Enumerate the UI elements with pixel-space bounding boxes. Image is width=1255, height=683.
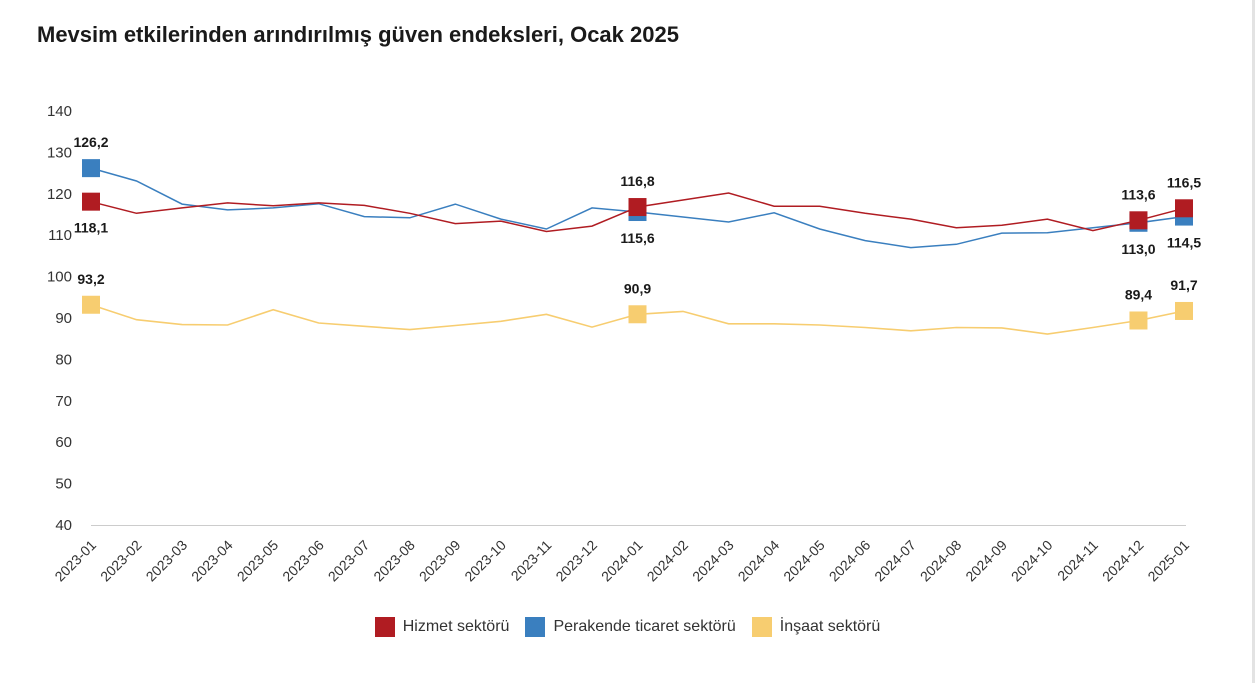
y-tick-label: 130 [47,144,72,161]
right-scroll-edge [1252,0,1255,683]
data-label: 90,9 [624,280,651,296]
y-tick-label: 40 [55,517,72,534]
legend-item-insaat[interactable]: İnşaat sektörü [751,617,881,637]
legend-swatch-insaat [751,617,772,637]
x-tick-label: 2023-03 [143,537,191,585]
data-label: 91,7 [1170,277,1197,293]
legend-item-hizmet[interactable]: Hizmet sektörü [374,617,510,637]
series-marker-2 [1129,311,1148,330]
x-tick-label: 2024-09 [962,537,1010,585]
data-label: 93,2 [77,271,104,287]
legend-label-insaat: İnşaat sektörü [779,618,881,635]
legend-item-perakende[interactable]: Perakende ticaret sektörü [525,617,736,637]
series-marker-0 [628,198,647,217]
data-label: 89,4 [1125,286,1152,302]
legend-swatch-perakende [525,617,546,637]
series-marker-2 [628,305,647,324]
series-marker-1 [82,159,100,178]
x-tick-label: 2024-10 [1008,537,1056,585]
x-tick-label: 2023-07 [325,537,373,585]
chart-title: Mevsim etkilerinden arındırılmış güven e… [37,22,679,47]
x-tick-label: 2023-02 [97,537,145,585]
y-axis: 40 50 60 70 80 90 100 110 120 130 140 [47,103,72,534]
series-marker-0 [1175,199,1193,218]
x-tick-label: 2024-04 [735,537,783,585]
x-tick-label: 2024-01 [598,537,646,585]
data-label: 114,5 [1167,235,1201,251]
x-tick-label: 2023-06 [279,537,327,585]
x-tick-label: 2023-11 [508,537,555,584]
x-tick-label: 2023-04 [188,537,236,585]
x-tick-label: 2024-02 [644,537,692,585]
x-tick-label: 2024-07 [871,537,919,585]
data-label: 116,5 [1167,174,1201,190]
x-tick-label: 2023-09 [416,537,464,585]
x-tick-label: 2023-08 [370,537,418,585]
y-tick-label: 90 [55,310,72,327]
x-tick-label: 2024-03 [689,537,737,585]
x-tick-label: 2023-10 [461,537,509,585]
y-tick-label: 60 [55,434,72,451]
y-tick-label: 140 [47,103,72,120]
data-label: 115,6 [620,230,654,246]
series-marker-2 [82,295,100,314]
x-tick-label: 2025-01 [1144,537,1192,585]
y-tick-label: 50 [55,476,72,493]
x-tick-label: 2024-05 [780,537,828,585]
data-label: 126,2 [73,134,108,150]
x-tick-label: 2023-05 [234,537,282,585]
data-label: 116,8 [620,173,654,189]
data-labels: 118,1 116,8 113,6 116,5 126,2 115,6 113,0 114,5… [73,134,1201,302]
y-tick-label: 100 [47,269,72,286]
series-markers [82,159,1193,330]
legend-label-perakende: Perakende ticaret sektörü [553,618,736,635]
x-tick-label: 2024-06 [826,537,874,585]
y-tick-label: 80 [55,351,72,368]
x-tick-label: 2024-11 [1054,537,1101,584]
x-axis: 2023-012023-022023-032023-042023-052023-… [51,525,1192,585]
x-tick-label: 2024-12 [1099,537,1147,585]
x-tick-label: 2024-08 [917,537,965,585]
data-label: 113,0 [1121,241,1155,257]
y-tick-label: 110 [48,227,72,244]
series-marker-2 [1175,301,1193,320]
legend-label-hizmet: Hizmet sektörü [402,618,510,635]
series-marker-0 [1129,211,1148,230]
data-label: 113,6 [1121,186,1155,202]
legend-swatch-hizmet [374,617,395,637]
y-tick-label: 70 [55,393,72,410]
data-label: 118,1 [74,220,108,236]
x-tick-label: 2023-01 [51,537,99,585]
series-marker-0 [82,192,100,211]
chart-legend: Hizmet sektörü Perakende ticaret sektörü… [0,617,1255,637]
y-tick-label: 120 [47,186,72,203]
x-tick-label: 2023-12 [552,537,600,585]
